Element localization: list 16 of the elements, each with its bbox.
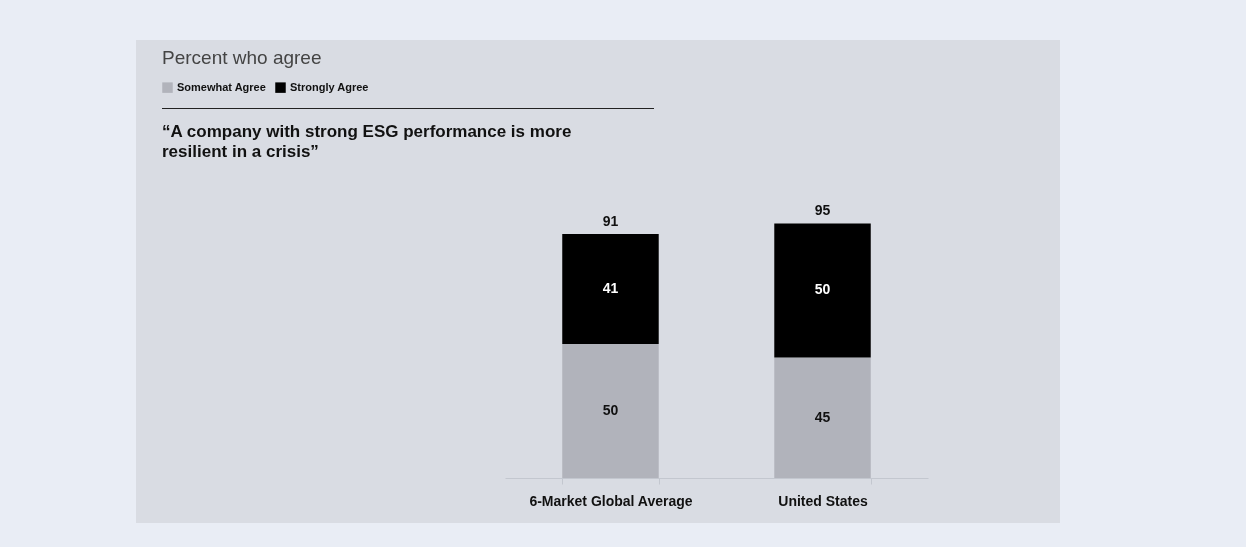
data-label: 50 bbox=[814, 281, 831, 298]
data-label: 50 bbox=[602, 402, 619, 418]
bar bbox=[562, 234, 659, 344]
legend-label: Somewhat Agree bbox=[177, 80, 266, 93]
data-label: 41 bbox=[602, 280, 619, 297]
bar bbox=[562, 344, 659, 478]
x-tick-label: United States bbox=[778, 492, 868, 509]
total-label: 95 bbox=[814, 202, 831, 219]
bar bbox=[774, 223, 871, 358]
x-tick-label: 6-Market Global Average bbox=[529, 492, 693, 509]
text: Percent who agree bbox=[162, 47, 322, 69]
legend-label: Strongly Agree bbox=[290, 80, 369, 93]
bar bbox=[774, 357, 871, 478]
data-label: 45 bbox=[814, 408, 831, 425]
total-label: 91 bbox=[602, 213, 619, 230]
text: “A company with strong ESG performance is more resilient in a crisis” bbox=[162, 122, 573, 162]
